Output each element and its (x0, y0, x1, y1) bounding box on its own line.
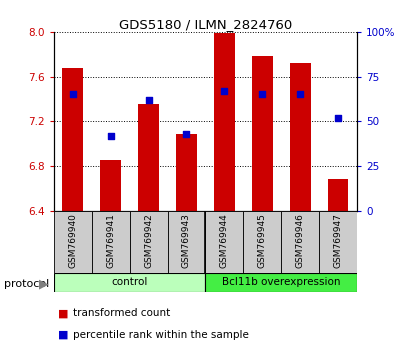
Bar (168, 211, 205, 273)
Bar (92, 211, 129, 273)
Text: GSM769941: GSM769941 (106, 213, 115, 268)
Bar (205, 211, 243, 273)
Bar (205, 273, 357, 292)
Bar (214, 33, 235, 211)
Point (70, 92, 76, 97)
Text: GSM769942: GSM769942 (144, 213, 153, 268)
Bar (63, 68, 83, 211)
Bar (100, 160, 121, 211)
Point (334, 115, 341, 120)
Bar (138, 104, 159, 211)
Text: GSM769944: GSM769944 (220, 213, 229, 268)
Text: percentile rank within the sample: percentile rank within the sample (73, 330, 249, 339)
Bar (281, 211, 319, 273)
Text: GSM769947: GSM769947 (334, 213, 342, 268)
Point (259, 92, 266, 97)
Text: ▶: ▶ (39, 278, 49, 291)
Point (145, 97, 152, 103)
Point (107, 133, 114, 138)
Bar (290, 63, 310, 211)
Text: ■: ■ (58, 330, 68, 339)
Text: transformed count: transformed count (73, 308, 170, 318)
Bar (252, 56, 273, 211)
Point (221, 88, 228, 94)
Bar (176, 133, 197, 211)
Text: GSM769940: GSM769940 (68, 213, 77, 268)
Text: GSM769945: GSM769945 (258, 213, 267, 268)
Point (297, 92, 303, 97)
Bar (54, 273, 205, 292)
Bar (54, 211, 92, 273)
Bar (327, 179, 348, 211)
Text: control: control (112, 277, 148, 287)
Bar (129, 211, 168, 273)
Text: Bcl11b overexpression: Bcl11b overexpression (222, 277, 340, 287)
Text: ■: ■ (58, 308, 68, 318)
Text: protocol: protocol (4, 279, 49, 289)
Text: GSM769943: GSM769943 (182, 213, 191, 268)
Point (183, 131, 190, 137)
Bar (319, 211, 357, 273)
Title: GDS5180 / ILMN_2824760: GDS5180 / ILMN_2824760 (119, 18, 292, 31)
Text: GSM769946: GSM769946 (295, 213, 305, 268)
Bar (243, 211, 281, 273)
